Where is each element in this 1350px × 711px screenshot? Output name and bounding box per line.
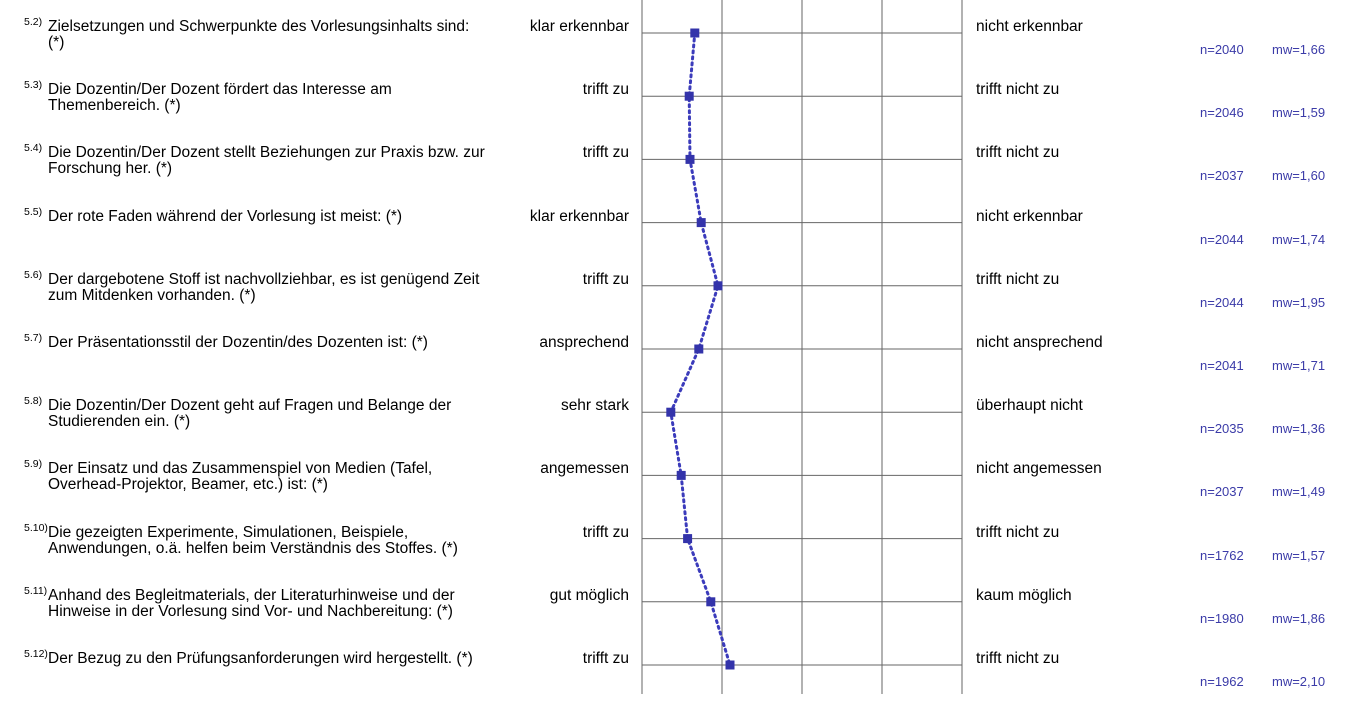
question-row: 5.8) Die Dozentin/Der Dozent geht auf Fra… bbox=[0, 395, 1350, 458]
scale-right-label: kaum möglich bbox=[976, 586, 1072, 604]
question-row: 5.7) Der Präsentationsstil der Dozentin/d… bbox=[0, 332, 1350, 395]
response-count: n=2037 bbox=[1200, 484, 1244, 500]
mean-value: mw=2,10 bbox=[1272, 674, 1326, 689]
scale-right-label: trifft nicht zu bbox=[976, 270, 1060, 288]
response-count: n=2037 bbox=[1200, 168, 1244, 184]
response-count: n=2035 bbox=[1200, 421, 1244, 437]
question-row: 5.9) Der Einsatz und das Zusammenspiel vo… bbox=[0, 458, 1350, 521]
response-count: n=2044 bbox=[1200, 294, 1244, 310]
question-row: 5.11) Anhand des Begleitmaterials, der Li… bbox=[0, 585, 1350, 648]
mean-value: mw=1,74 bbox=[1272, 231, 1326, 247]
response-count: n=1762 bbox=[1200, 547, 1244, 563]
mean-value: mw=1,59 bbox=[1272, 105, 1326, 121]
question-text: Der Präsentationsstil der Dozentin/des D… bbox=[48, 334, 428, 351]
scale-left-label: trifft zu bbox=[582, 270, 629, 288]
question-text: Der Einsatz und das Zusammenspiel von Me… bbox=[48, 460, 433, 494]
scale-right-label: trifft nicht zu bbox=[976, 81, 1060, 99]
scale-left-label: klar erkennbar bbox=[529, 207, 629, 225]
scale-left-label: trifft zu bbox=[582, 523, 629, 541]
mean-value: mw=1,66 bbox=[1272, 42, 1326, 57]
question-row: 5.3) Die Dozentin/Der Dozent fördert das … bbox=[0, 79, 1350, 142]
question-text: Anhand des Begleitmaterials, der Literat… bbox=[48, 586, 455, 620]
response-count: n=2046 bbox=[1200, 105, 1244, 121]
scale-right-label: nicht erkennbar bbox=[976, 207, 1083, 225]
scale-left-label: sehr stark bbox=[560, 397, 629, 415]
scale-left-label: klar erkennbar bbox=[529, 18, 629, 35]
mean-value: mw=1,57 bbox=[1272, 547, 1326, 563]
scale-right-label: trifft nicht zu bbox=[976, 650, 1060, 667]
mean-value: mw=1,60 bbox=[1272, 168, 1326, 184]
scale-left-label: trifft zu bbox=[582, 81, 629, 99]
question-text: Die Dozentin/Der Dozent stellt Beziehung… bbox=[48, 144, 485, 178]
question-number: 5.9) bbox=[24, 458, 43, 471]
mean-value: mw=1,95 bbox=[1272, 294, 1326, 310]
question-text: Die gezeigten Experimente, Simulationen,… bbox=[48, 523, 458, 557]
question-row: 5.5) Der rote Faden während der Vorlesung… bbox=[0, 206, 1350, 269]
scale-right-label: nicht angemessen bbox=[976, 460, 1102, 478]
scale-left-label: gut möglich bbox=[549, 586, 629, 604]
question-number: 5.12) bbox=[24, 648, 48, 660]
response-count: n=1980 bbox=[1200, 610, 1244, 626]
scale-right-label: überhaupt nicht bbox=[976, 397, 1083, 415]
question-text: Die Dozentin/Der Dozent geht auf Fragen … bbox=[48, 397, 452, 431]
evaluation-profile: 5.2) Zielsetzungen und Schwerpunkte des V… bbox=[0, 16, 1350, 689]
scale-right-label: trifft nicht zu bbox=[976, 144, 1060, 162]
mean-value: mw=1,71 bbox=[1272, 358, 1326, 373]
question-number: 5.3) bbox=[24, 79, 43, 92]
question-number: 5.6) bbox=[24, 268, 43, 281]
question-row: 5.10) Die gezeigten Experimente, Simulati… bbox=[0, 522, 1350, 585]
mean-value: mw=1,49 bbox=[1272, 484, 1326, 500]
question-text: Der rote Faden während der Vorlesung ist… bbox=[48, 207, 403, 225]
question-row: 5.12) Der Bezug zu den Prüfungsanforderun… bbox=[0, 648, 1350, 711]
question-number: 5.8) bbox=[24, 395, 43, 408]
question-text: Der dargebotene Stoff ist nachvollziehba… bbox=[48, 270, 480, 304]
mean-value: mw=1,86 bbox=[1272, 610, 1326, 626]
question-number: 5.5) bbox=[24, 205, 43, 218]
question-number: 5.7) bbox=[24, 332, 43, 344]
scale-right-label: trifft nicht zu bbox=[976, 523, 1060, 541]
question-text: Zielsetzungen und Schwerpunkte des Vorle… bbox=[48, 18, 470, 51]
mean-value: mw=1,36 bbox=[1272, 421, 1326, 437]
response-count: n=2044 bbox=[1200, 231, 1244, 247]
scale-left-label: ansprechend bbox=[539, 334, 629, 351]
question-row: 5.2) Zielsetzungen und Schwerpunkte des V… bbox=[0, 16, 1350, 79]
question-number: 5.10) bbox=[24, 521, 48, 534]
question-number: 5.11) bbox=[24, 584, 48, 597]
question-number: 5.2) bbox=[24, 16, 43, 28]
scale-left-label: trifft zu bbox=[582, 650, 629, 667]
scale-right-label: nicht ansprechend bbox=[976, 334, 1103, 351]
question-number: 5.4) bbox=[24, 142, 43, 155]
question-text: Die Dozentin/Der Dozent fördert das Inte… bbox=[48, 81, 392, 115]
question-row: 5.4) Die Dozentin/Der Dozent stellt Bezie… bbox=[0, 142, 1350, 205]
scale-left-label: angemessen bbox=[540, 460, 629, 478]
question-text: Der Bezug zu den Prüfungsanforderungen w… bbox=[48, 650, 473, 667]
response-count: n=2040 bbox=[1200, 42, 1244, 57]
scale-left-label: trifft zu bbox=[582, 144, 629, 162]
response-count: n=2041 bbox=[1200, 358, 1244, 373]
question-row: 5.6) Der dargebotene Stoff ist nachvollzi… bbox=[0, 269, 1350, 332]
scale-right-label: nicht erkennbar bbox=[976, 18, 1083, 35]
response-count: n=1962 bbox=[1200, 674, 1244, 689]
